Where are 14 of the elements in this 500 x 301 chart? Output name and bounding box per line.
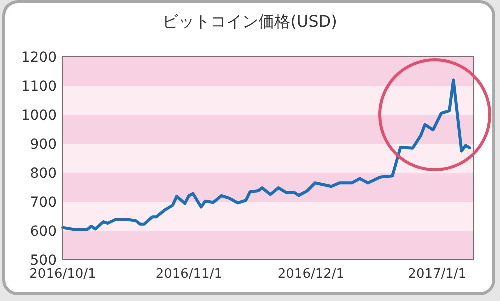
x-tick-label: 2016/10/1 xyxy=(30,267,96,282)
x-tick-label: 2016/11/1 xyxy=(156,267,222,282)
x-tick-label: 2017/1/1 xyxy=(408,267,467,282)
y-tick-label: 900 xyxy=(30,136,57,153)
y-tick-label: 1000 xyxy=(21,108,57,124)
y-tick-label: 1100 xyxy=(21,78,57,95)
line-series xyxy=(62,78,472,232)
y-tick-label: 500 xyxy=(30,252,57,269)
y-tick-label: 700 xyxy=(30,194,57,211)
y-tick-label: 600 xyxy=(30,224,57,240)
x-tick-label: 2016/12/1 xyxy=(278,267,345,282)
y-tick-label: 800 xyxy=(30,166,57,182)
chart-title: ビットコイン価格(USD) xyxy=(162,12,338,31)
y-tick-label: 1200 xyxy=(21,50,57,66)
